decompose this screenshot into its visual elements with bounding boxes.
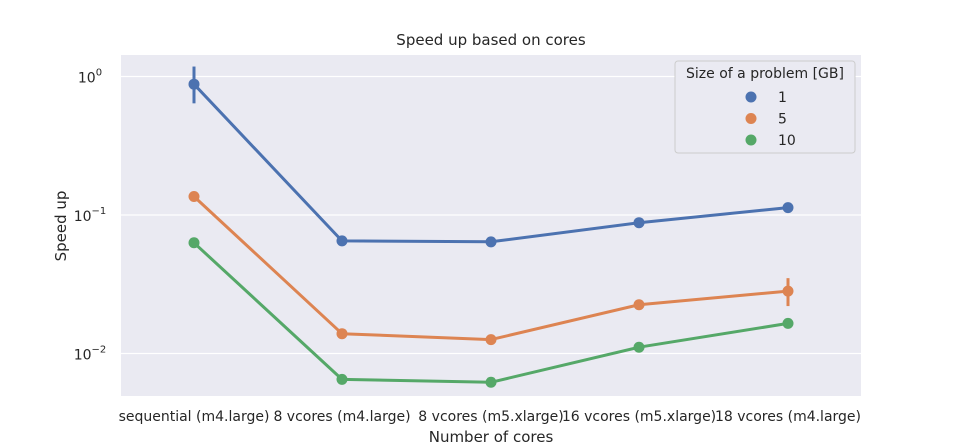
series-10 [188, 237, 794, 388]
data-point [485, 376, 497, 388]
x-tick-label: 16 vcores (m5.xlarge) [562, 409, 716, 425]
data-point [336, 235, 348, 247]
x-tick-label: 18 vcores (m4.large) [715, 409, 861, 425]
data-point [782, 285, 794, 297]
data-point [782, 202, 794, 214]
legend-label-1: 1 [778, 90, 787, 106]
x-tick-label: sequential (m4.large) [119, 409, 270, 425]
y-tick-label: 10−2 [74, 345, 107, 364]
chart-title: Speed up based on cores [396, 31, 586, 49]
data-point [188, 78, 200, 90]
legend-marker-10 [745, 134, 757, 146]
legend-marker-1 [745, 91, 757, 103]
y-tick-label: 100 [78, 68, 102, 87]
data-point [633, 217, 645, 229]
series-1 [188, 66, 794, 248]
series-layer [188, 66, 794, 388]
x-tick-label: 8 vcores (m4.large) [273, 409, 410, 425]
x-tick-labels: sequential (m4.large) 8 vcores (m4.large)… [119, 409, 861, 425]
data-point [188, 191, 200, 203]
series-5 [188, 191, 794, 346]
data-point [336, 328, 348, 340]
data-point [336, 373, 348, 385]
data-point [188, 237, 200, 249]
y-axis-label: Speed up [52, 191, 70, 262]
data-point [782, 317, 794, 329]
legend-label-5: 5 [778, 112, 787, 128]
data-point [633, 299, 645, 311]
y-tick-labels: 100 10−1 10−2 [74, 68, 107, 364]
legend-box [674, 60, 856, 154]
data-point [485, 334, 497, 346]
legend-marker-5 [745, 113, 757, 124]
x-tick-label: 8 vcores (m5.xlarge) [418, 409, 563, 425]
data-point [633, 341, 645, 353]
data-point [485, 236, 497, 248]
y-tick-label: 10−1 [74, 206, 107, 225]
x-axis-label: Number of cores [429, 428, 554, 446]
legend-label-10: 10 [778, 133, 796, 149]
legend: Size of a problem [GB] 1 5 10 [674, 60, 856, 154]
legend-title: Size of a problem [GB] [686, 66, 844, 82]
